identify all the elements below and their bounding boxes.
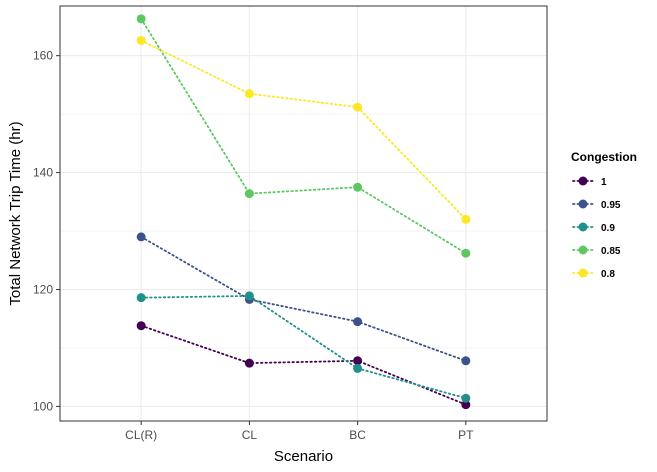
legend: Congestion 1 0.95 0.9 0.85 0.8	[571, 150, 637, 280]
data-point-0.85-BC	[353, 182, 363, 192]
series-line-0.9	[140, 294, 467, 400]
x-tick-label: CL(R)	[125, 428, 157, 442]
data-point-0.9-CL	[244, 291, 254, 301]
series-lines	[140, 18, 467, 406]
data-point-0.85-CL(R)	[136, 14, 146, 24]
data-point-1-PT	[461, 400, 471, 410]
x-axis: CL(R) CL BC PT	[125, 421, 474, 442]
legend-key-point-0.9	[578, 222, 588, 232]
legend-label-0.95: 0.95	[601, 200, 621, 211]
data-point-1-CL(R)	[136, 321, 146, 331]
legend-key-point-1	[578, 176, 588, 186]
data-point-0.85-PT	[461, 248, 471, 258]
series-line-0.8	[140, 39, 467, 221]
data-point-0.95-PT	[461, 356, 471, 366]
legend-title: Congestion	[571, 150, 637, 164]
y-tick-label: 100	[33, 399, 53, 413]
y-axis: 100 120 140 160	[33, 49, 60, 413]
legend-key-point-0.95	[578, 199, 588, 209]
legend-key-point-0.8	[578, 268, 588, 278]
data-point-0.9-BC	[353, 363, 363, 373]
x-tick-label: BC	[349, 428, 366, 442]
series-points	[136, 14, 471, 410]
data-point-0.8-CL	[244, 89, 254, 99]
y-tick-label: 140	[33, 166, 53, 180]
y-axis-title: Total Network Trip Time (hr)	[7, 121, 24, 305]
data-point-0.85-CL	[244, 189, 254, 199]
data-point-0.9-PT	[461, 393, 471, 403]
legend-key-point-0.85	[578, 245, 588, 255]
x-tick-label: PT	[458, 428, 474, 442]
plot-background	[60, 6, 547, 421]
legend-label-1: 1	[601, 177, 607, 188]
x-axis-title: Scenario	[274, 448, 333, 465]
data-point-0.8-BC	[353, 102, 363, 112]
legend-label-0.9: 0.9	[601, 223, 615, 234]
series-line-0.85	[140, 18, 467, 255]
x-tick-label: CL	[242, 428, 258, 442]
data-point-0.9-CL(R)	[136, 293, 146, 303]
data-point-1-CL	[244, 358, 254, 368]
data-point-0.8-CL(R)	[136, 35, 146, 45]
legend-label-0.85: 0.85	[601, 246, 621, 257]
data-point-1-BC	[353, 356, 363, 366]
y-tick-label: 160	[33, 49, 53, 63]
legend-label-0.8: 0.8	[601, 269, 615, 280]
series-line-0.95	[140, 236, 467, 362]
gridlines	[60, 6, 547, 421]
data-point-0.95-BC	[353, 317, 363, 327]
plot-border	[59, 5, 548, 422]
y-tick-label: 120	[33, 282, 53, 296]
data-point-0.8-PT	[461, 214, 471, 224]
data-point-0.95-CL(R)	[136, 232, 146, 242]
